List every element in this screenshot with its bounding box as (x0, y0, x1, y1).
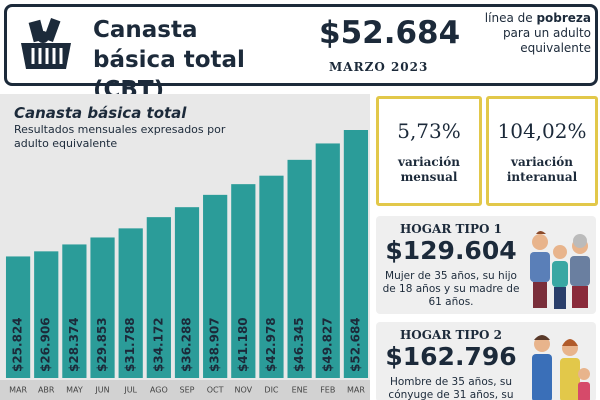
family-illustration (532, 335, 590, 400)
header-date: MARZO 2023 (329, 60, 429, 74)
household-description: Mujer de 35 años, su hijo de 18 años y s… (382, 270, 520, 308)
household-card: HOGAR TIPO 1 $129.604 Mujer de 35 años, … (376, 216, 596, 314)
household-card: HOGAR TIPO 2 $162.796 Hombre de 35 años,… (376, 322, 596, 400)
household-amount: $129.604 (385, 236, 517, 265)
bar (118, 228, 143, 378)
x-tick-label: AGO (150, 386, 168, 395)
chart-subtitle: Resultados mensuales expresados por adul… (14, 123, 226, 150)
stat-value: 5,73% (397, 119, 461, 143)
x-tick-label: MAR (9, 386, 27, 395)
value-label: $41.180 (236, 317, 250, 372)
value-label: $29.853 (95, 317, 109, 372)
value-label: $42.978 (264, 317, 278, 372)
bar (146, 217, 171, 378)
bar (203, 194, 228, 378)
bar (315, 143, 340, 378)
header-title: Canasta básica total (CBT) (93, 17, 245, 103)
household-title: HOGAR TIPO 2 (399, 328, 503, 342)
x-tick-label: FEB (320, 386, 335, 395)
value-label: $26.906 (39, 317, 53, 372)
bar (343, 130, 369, 378)
header-amount: $52.684 (319, 15, 461, 51)
bar (90, 237, 115, 378)
household-amount: $162.796 (385, 342, 517, 371)
stat-card: 5,73% variación mensual (376, 96, 482, 206)
value-label: $28.374 (67, 317, 81, 372)
x-tick-label: MAR (347, 386, 365, 395)
stat-label: variación mensual (398, 155, 460, 184)
value-label: $34.172 (151, 317, 165, 372)
note-text: para un adulto equivalente (502, 26, 591, 55)
x-tick-label: NOV (234, 386, 252, 395)
x-tick-label: DIC (264, 386, 279, 395)
value-label: $49.827 (320, 317, 334, 372)
family-illustration (530, 231, 590, 309)
note-bold: pobreza (536, 11, 591, 25)
stat-card: 104,02% variación interanual (486, 96, 598, 206)
stat-value: 104,02% (497, 119, 587, 143)
bar (5, 256, 31, 378)
header-note: línea de pobreza para un adulto equivale… (479, 11, 591, 56)
bar (174, 207, 200, 378)
note-text: línea de (484, 11, 537, 25)
value-label: $46.345 (292, 317, 306, 372)
basket-icon (21, 17, 71, 69)
bar (34, 251, 59, 378)
bar (287, 159, 312, 378)
x-tick-label: SEP (180, 386, 195, 395)
value-label: $31.788 (123, 317, 137, 372)
chart-title: Canasta básica total (14, 104, 187, 122)
household-title: HOGAR TIPO 1 (399, 222, 503, 236)
x-tick-label: ENE (292, 386, 308, 395)
bar (231, 184, 256, 378)
x-tick-label: JUN (94, 386, 109, 395)
household-description: Hombre de 35 años, su cónyuge de 31 años… (388, 376, 514, 400)
value-label: $25.824 (11, 317, 25, 372)
header: Canasta básica total (CBT) $52.684 MARZO… (4, 4, 598, 103)
x-tick-label: OCT (207, 386, 224, 395)
stat-label: variación interanual (506, 155, 578, 184)
x-tick-label: JUL (123, 386, 137, 395)
chart: $25.824 MAR $26.906 ABR $28.374 MAY $29.853 JUN… (0, 130, 370, 400)
bar (62, 244, 87, 378)
bar (259, 175, 284, 378)
x-tick-label: ABR (38, 386, 55, 395)
value-label: $52.684 (348, 317, 362, 372)
value-label: $36.288 (180, 317, 194, 372)
category-band (0, 380, 370, 400)
value-label: $38.907 (208, 317, 222, 372)
x-tick-label: MAY (66, 386, 83, 395)
